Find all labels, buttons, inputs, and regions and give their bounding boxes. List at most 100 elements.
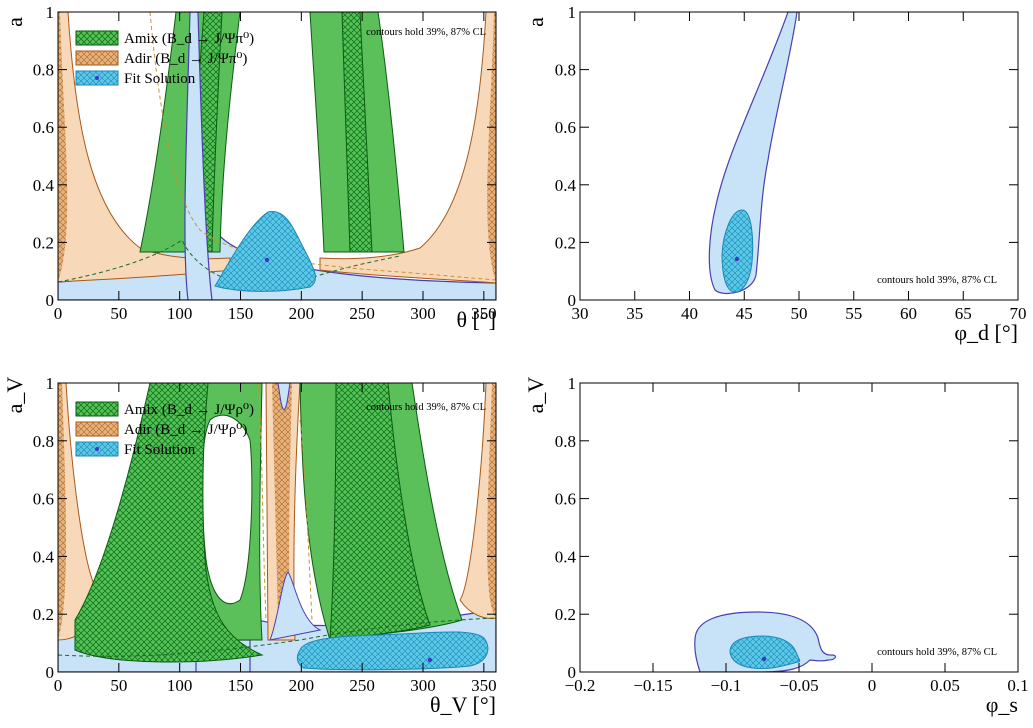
tl-x-tick-label: 250 <box>349 304 375 323</box>
tl-legend-label-adir: Adir (B_d → J/Ψπ⁰) <box>124 51 247 67</box>
tr-x-tick-label: 65 <box>955 304 972 323</box>
tl-x-tick-label: 50 <box>110 304 127 323</box>
bl-legend-label-fit: Fit Solution <box>124 442 196 458</box>
br-y-axis-title: a_V <box>523 377 548 414</box>
bl-amix-inner-left <box>74 383 264 663</box>
tr-x-axis-title: φ_d [°] <box>954 320 1018 345</box>
br-y-tick-label: 0 <box>568 663 577 682</box>
br-x-tick-label: 0.05 <box>930 676 960 695</box>
tl-adir-band-left <box>58 12 231 283</box>
bl-frame <box>57 382 497 673</box>
br-annotation: contours hold 39%, 87% CL <box>877 647 997 658</box>
tr-frame <box>579 11 1019 301</box>
tr-y-axis-title: a <box>523 17 548 27</box>
tl-fit-inner-region <box>214 210 316 292</box>
bl-x-tick-label: 0 <box>54 676 63 695</box>
tl-adir-band-right <box>319 12 496 284</box>
bl-adir-center-hatch <box>272 383 292 620</box>
br-x-axis-title: φ_s <box>986 692 1018 717</box>
br-x-tick-label: −0.1 <box>711 676 742 695</box>
tr-annotation: contours hold 39%, 87% CL <box>877 275 997 286</box>
br-fit-inner-region <box>729 635 801 669</box>
tr-y-tick-label: 0 <box>568 291 577 310</box>
tr-x-tick-label: 45 <box>736 304 753 323</box>
panel-bottom-right: −0.2 −0.15 −0.1 −0.05 0 0.05 0.1 0 0.2 0.4 0.6 0.8 1… <box>555 374 1029 695</box>
tl-x-axis-title: θ [°] <box>457 307 497 332</box>
tl-y-tick-label: 0.6 <box>33 118 54 137</box>
tl-y-tick-label: 0.2 <box>33 233 54 252</box>
tl-fit-central-spike <box>184 12 213 300</box>
bl-legend-swatch-amix <box>75 401 119 417</box>
tr-y-tick-label: 0.2 <box>555 233 576 252</box>
tl-best-fit-marker <box>264 257 270 263</box>
tr-y-tick-label: 0.6 <box>555 118 576 137</box>
tl-legend-swatch-adir <box>75 50 119 66</box>
br-best-fit-marker <box>761 656 767 662</box>
panel-top-right: 30 35 40 45 50 55 60 65 70 0 0.2 0.4 0.6 0.8 1 contour… <box>555 3 1027 323</box>
tl-y-tick-label: 0.4 <box>33 176 55 195</box>
bl-x-tick-label: 200 <box>289 676 315 695</box>
tr-x-tick-label: 70 <box>1010 304 1027 323</box>
bl-x-tick-label: 50 <box>110 676 127 695</box>
bl-x-tick-label: 350 <box>471 676 497 695</box>
bl-axes: 0 50 100 150 200 250 300 350 0 0.2 0.4 0.6 0.8 1 <box>33 374 497 695</box>
tr-x-tick-label: 50 <box>791 304 808 323</box>
panel-top-left: 0 50 100 150 200 250 300 350 0 0.2 0.4 0.6 0.8 1 Amix… <box>33 3 497 323</box>
bl-legend-label-amix: Amix (B_d → J/Ψρ⁰) <box>124 402 254 418</box>
bl-x-tick-label: 150 <box>228 676 254 695</box>
bl-legend-label-adir: Adir (B_d → J/Ψρ⁰) <box>124 422 247 438</box>
br-x-tick-label: −0.2 <box>565 676 596 695</box>
tl-x-tick-label: 350 <box>471 304 497 323</box>
tl-legend: Amix (B_d → J/Ψπ⁰) Adir (B_d → J/Ψπ⁰) Fi… <box>75 30 254 87</box>
bl-amix-gap-left <box>201 414 253 605</box>
tl-axes: 0 50 100 150 200 250 300 350 0 0.2 0.4 0.6 0.8 1 <box>33 3 497 323</box>
tr-x-tick-label: 35 <box>626 304 643 323</box>
bl-x-tick-label: 100 <box>167 676 193 695</box>
br-x-tick-label: 0.1 <box>1007 676 1028 695</box>
bl-legend: Amix (B_d → J/Ψρ⁰) Adir (B_d → J/Ψρ⁰) Fi… <box>75 401 254 458</box>
tl-legend-label-fit: Fit Solution <box>124 71 196 87</box>
tr-best-fit-marker <box>734 256 740 262</box>
tl-frame <box>57 11 497 301</box>
br-y-tick-label: 1 <box>568 374 577 393</box>
br-x-tick-label: −0.15 <box>633 676 672 695</box>
br-y-tick-label: 0.4 <box>555 547 577 566</box>
bl-amix-inner-right <box>329 383 431 641</box>
tr-y-tick-label: 1 <box>568 3 577 22</box>
br-y-tick-label: 0.8 <box>555 432 576 451</box>
tl-amix-inner-right <box>341 12 373 253</box>
bl-x-tick-label: 250 <box>349 676 375 695</box>
tl-y-tick-label: 1 <box>46 3 55 22</box>
bl-fit-inner-region <box>296 631 489 671</box>
tl-x-tick-label: 0 <box>54 304 63 323</box>
bl-adir-hatch-right <box>487 383 496 618</box>
bl-best-fit-marker <box>427 657 433 663</box>
bl-annotation: contours hold 39%, 87% CL <box>366 402 486 413</box>
br-axes: −0.2 −0.15 −0.1 −0.05 0 0.05 0.1 0 0.2 0.4 0.6 0.8 1 <box>555 374 1029 695</box>
tl-x-tick-label: 100 <box>167 304 193 323</box>
tl-y-tick-label: 0.8 <box>33 61 54 80</box>
bl-adir-hatch-left <box>58 383 66 640</box>
bl-y-tick-label: 0.8 <box>33 432 54 451</box>
tl-annotation: contours hold 39%, 87% CL <box>366 27 486 38</box>
bl-adir-dashed-curve <box>257 383 313 621</box>
tr-x-tick-label: 40 <box>681 304 698 323</box>
tl-adir-hatch-left <box>58 12 68 282</box>
bl-y-tick-label: 0.2 <box>33 605 54 624</box>
bl-y-tick-label: 0.4 <box>33 547 55 566</box>
bl-legend-marker-fit <box>95 447 99 451</box>
tl-legend-label-amix: Amix (B_d → J/Ψπ⁰) <box>124 31 254 47</box>
br-x-tick-label: −0.05 <box>779 676 818 695</box>
tl-legend-marker-fit <box>95 76 99 80</box>
tr-x-tick-label: 60 <box>900 304 917 323</box>
br-x-tick-label: 0 <box>868 676 877 695</box>
tl-adir-hatch-right <box>487 12 496 283</box>
tr-x-tick-label: 55 <box>845 304 862 323</box>
tl-x-tick-label: 150 <box>228 304 254 323</box>
tl-legend-swatch-amix <box>75 30 119 46</box>
tl-x-tick-label: 200 <box>289 304 315 323</box>
bl-adir-band-right <box>459 383 496 619</box>
bl-fit-central-peak <box>269 571 322 641</box>
bl-x-axis-title: θ_V [°] <box>430 692 496 717</box>
